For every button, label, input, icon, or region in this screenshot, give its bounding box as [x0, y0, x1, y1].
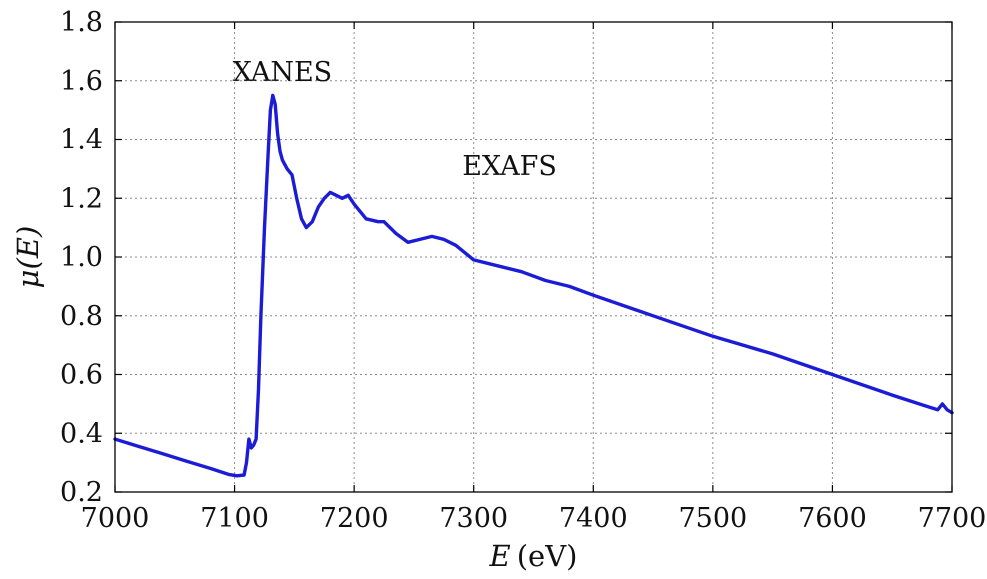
x-tick-label: 7400	[559, 503, 628, 534]
plot-frame	[114, 21, 953, 493]
annotation-label: EXAFS	[462, 151, 557, 182]
tick-labels: 7000 7100 7200 7300 7400 7500 7600 7700 0.2 0.4 0.…	[60, 7, 986, 534]
y-tick-label: 1.2	[60, 183, 103, 214]
x-axis-unit: (eV)	[517, 539, 578, 573]
y-tick-label: 0.4	[60, 418, 103, 449]
series-layer	[113, 93, 954, 478]
annotations: XANES EXAFS	[233, 57, 557, 182]
y-tick-label: 1.0	[60, 242, 103, 273]
y-tick-label: 1.8	[60, 7, 103, 38]
x-tick-label: 7600	[798, 503, 867, 534]
annotation-label: XANES	[233, 57, 333, 88]
x-tick-label: 7700	[918, 503, 987, 534]
y-tick-label: 0.6	[60, 360, 103, 391]
x-tick-label: 7200	[320, 503, 389, 534]
x-tick-label: 7000	[81, 503, 150, 534]
grid-lines	[115, 22, 952, 492]
x-axis-title: E (eV)	[489, 539, 578, 573]
series-line	[113, 93, 954, 478]
x-axis-symbol: E	[489, 539, 511, 573]
y-tick-label: 1.6	[60, 66, 103, 97]
y-axis-title: μ(E)	[11, 226, 45, 289]
x-tick-label: 7100	[200, 503, 269, 534]
y-tick-label: 0.2	[60, 477, 103, 508]
x-tick-label: 7500	[678, 503, 747, 534]
y-tick-label: 1.4	[60, 125, 103, 156]
x-tick-label: 7300	[439, 503, 508, 534]
y-tick-label: 0.8	[60, 301, 103, 332]
